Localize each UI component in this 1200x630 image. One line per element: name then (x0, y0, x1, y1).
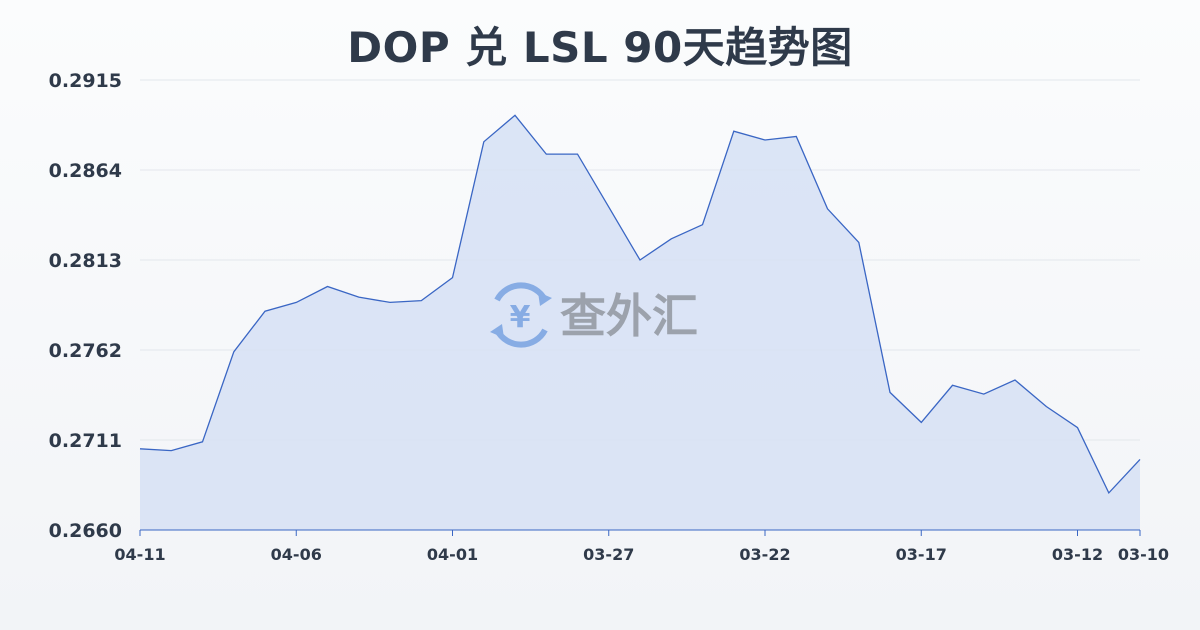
y-tick-label: 0.2711 (49, 430, 122, 452)
y-tick-label: 0.2762 (49, 340, 122, 362)
x-tick-label: 04-01 (427, 545, 478, 564)
series-line (139, 114, 1141, 495)
chart-title: DOP 兑 LSL 90天趋势图 (347, 23, 853, 72)
y-tick-label: 0.2864 (49, 160, 122, 182)
watermark-logo-icon: ¥ (490, 282, 552, 348)
y-tick-label: 0.2813 (49, 250, 122, 272)
y-tick-labels: 0.2915 0.2864 0.2813 0.2762 0.2711 0.2660 (49, 70, 122, 542)
x-tick-label: 03-12 (1052, 545, 1103, 564)
x-tick-label: 04-11 (114, 545, 165, 564)
x-tick-label: 03-17 (896, 545, 947, 564)
x-tick-label: 03-10 (1118, 545, 1169, 564)
y-tick-label: 0.2660 (49, 520, 122, 542)
x-tick-label: 04-06 (271, 545, 322, 564)
watermark-text: 查外汇 (560, 289, 698, 343)
x-tick-label: 03-27 (583, 545, 634, 564)
x-tick-labels: 04-11 04-06 04-01 03-27 03-22 03-17 03-12 03-10 (114, 530, 1169, 564)
watermark: ¥ 查外汇 (490, 282, 698, 348)
series-area (140, 115, 1140, 531)
watermark-yen-symbol: ¥ (510, 300, 531, 335)
x-tick-label: 03-22 (739, 545, 790, 564)
y-tick-label: 0.2915 (49, 70, 122, 92)
